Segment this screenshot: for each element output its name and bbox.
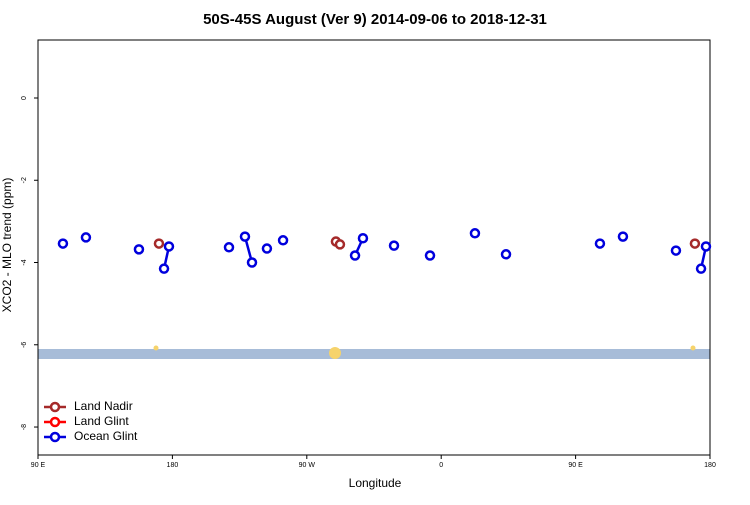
land-strip [38,349,710,359]
x-tick-label: 180 [704,462,716,469]
point [239,231,251,242]
y-tick-label: -8 [21,424,28,430]
x-tick-label: 90 E [31,462,46,469]
point [594,238,606,249]
point [670,245,682,256]
chart-title: 50S-45S August (Ver 9) 2014-09-06 to 201… [203,11,547,28]
y-tick-label: -6 [21,342,28,348]
x-tick-label: 180 [167,462,179,469]
point [617,231,629,242]
y-tick-label: -2 [21,177,28,183]
legend-label: Land Nadir [74,399,133,413]
point [163,241,175,252]
point [689,238,701,249]
sun-spot [690,345,696,351]
point [158,263,170,274]
y-tick-label: -4 [21,259,28,265]
legend-label: Land Glint [74,414,129,428]
point [223,242,235,253]
point [153,238,165,249]
x-tick-label: 0 [439,462,443,469]
point [57,238,69,249]
sun-spot [329,347,341,359]
y-tick-label: 0 [21,96,28,100]
legend-label: Ocean Glint [74,429,138,443]
x-tick-label: 90 E [568,462,583,469]
point [246,257,258,268]
legend-marker [49,431,61,443]
x-axis-label: Longitude [349,476,402,490]
point [500,249,512,260]
point [357,232,369,244]
legend-marker [49,416,61,428]
legend-marker [49,401,61,413]
point [133,244,145,255]
point [424,250,436,261]
point [469,228,481,239]
point [277,235,289,246]
y-axis-label: XCO2 - MLO trend (ppm) [0,178,14,313]
sun-spot [153,345,159,351]
point [261,243,273,254]
point [700,241,712,252]
point [80,232,92,243]
point [334,239,346,250]
point [695,263,707,274]
point [349,250,361,261]
x-tick-label: 90 W [299,462,316,469]
point [388,240,400,251]
series-line [162,236,708,269]
